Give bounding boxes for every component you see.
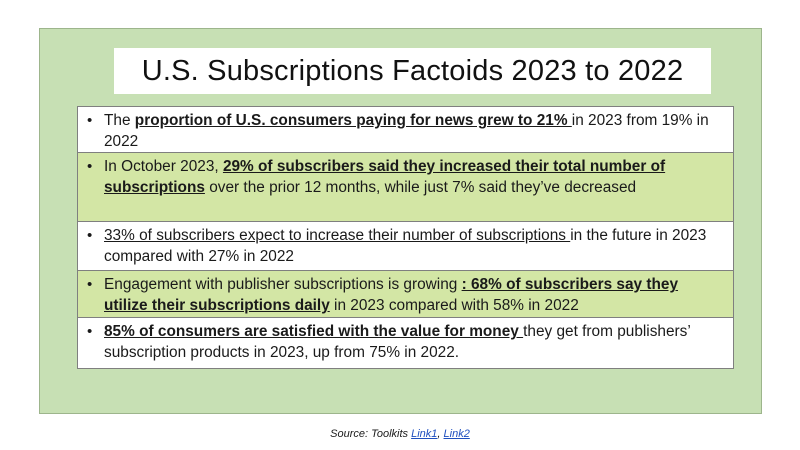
fact-3-link[interactable]: 33% of subscribers expect to increase th…	[104, 227, 571, 244]
bullet: •	[87, 112, 93, 129]
fact-5-link[interactable]: 85% of consumers are satisfied with the …	[104, 323, 524, 340]
facts-list: • The proportion of U.S. consumers payin…	[77, 106, 734, 369]
fact-1-link[interactable]: proportion of U.S. consumers paying for …	[134, 112, 572, 129]
source-line: Source: Toolkits Link1, Link2	[0, 428, 800, 440]
fact-1-pre: The	[104, 112, 135, 129]
source-link-1[interactable]: Link1	[411, 428, 438, 440]
fact-2-link[interactable]: 29% of subscribers said they increased t…	[104, 158, 666, 196]
fact-row-3: • 33% of subscribers expect to increase …	[78, 222, 733, 271]
fact-4-pre: Engagement with publisher subscriptions …	[104, 276, 462, 293]
fact-2-pre: In October 2023,	[104, 158, 223, 175]
source-link-2[interactable]: Link2	[443, 428, 470, 440]
source-prefix: Source: Toolkits	[330, 428, 412, 440]
bullet: •	[87, 158, 93, 175]
title-box: U.S. Subscriptions Factoids 2023 to 2022	[114, 48, 711, 94]
fact-row-1: • The proportion of U.S. consumers payin…	[78, 107, 733, 153]
fact-row-2: • In October 2023, 29% of subscribers sa…	[78, 153, 733, 222]
fact-5-post: they get from publishers’ subscription p…	[104, 323, 691, 361]
bullet: •	[87, 276, 93, 293]
fact-3-post: in the future in 2023 compared with 27% …	[104, 227, 707, 265]
fact-4-post: in 2023 compared with 58% in 2022	[329, 297, 579, 314]
fact-2-post: over the prior 12 months, while just 7% …	[204, 179, 637, 196]
fact-row-4: • Engagement with publisher subscription…	[78, 271, 733, 318]
bullet: •	[87, 227, 93, 244]
fact-row-5: • 85% of consumers are satisfied with th…	[78, 318, 733, 368]
fact-1-post: in 2023 from 19% in 2022	[104, 112, 709, 150]
slide-title: U.S. Subscriptions Factoids 2023 to 2022	[141, 54, 684, 87]
fact-4-link[interactable]: : 68% of subscribers say they utilize th…	[104, 276, 679, 314]
bullet: •	[87, 323, 93, 340]
source-separator: ,	[437, 428, 444, 440]
